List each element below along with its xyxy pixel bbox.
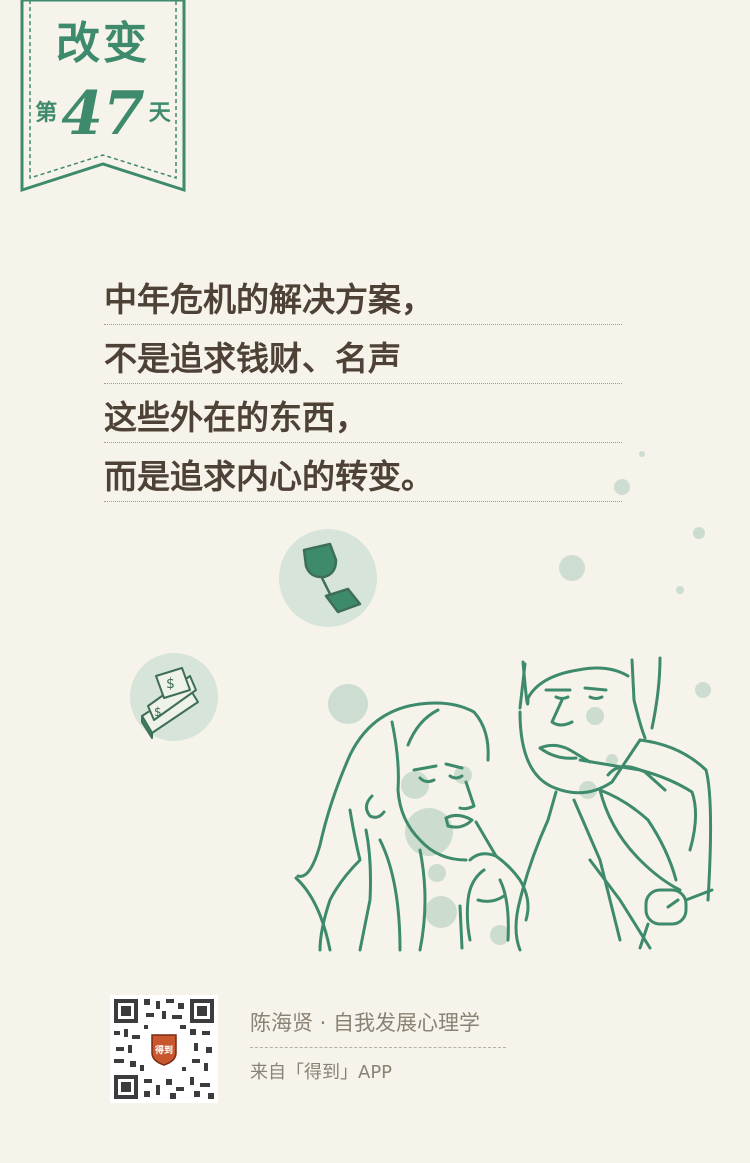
author-course: 陈海贤 · 自我发展心理学 <box>250 1011 481 1035</box>
qr-code[interactable]: 得到 <box>110 995 218 1103</box>
badge-day: 第47 天 <box>20 84 186 144</box>
illustration: $ $ <box>130 451 714 952</box>
day-suffix: 天 <box>148 101 171 126</box>
trophy-icon <box>302 542 362 614</box>
svg-text:$: $ <box>166 676 175 692</box>
quote-block: 中年危机的解决方案， 不是追求钱财、名声 这些外在的东西， 而是追求内心的转变。 <box>104 266 622 502</box>
svg-text:$: $ <box>154 705 162 719</box>
couple-line-art <box>294 656 714 952</box>
quote-line: 这些外在的东西， <box>104 384 622 443</box>
bubbles <box>328 451 711 945</box>
quote-line: 不是追求钱财、名声 <box>104 325 622 384</box>
trophy-bubble <box>279 529 377 627</box>
badge-title: 改变 <box>56 18 150 69</box>
footer-divider <box>250 1047 506 1048</box>
day-badge: 改变 第47 天 <box>20 0 186 196</box>
day-number: 47 <box>61 79 145 149</box>
day-prefix: 第 <box>35 101 58 126</box>
money-stack-icon: $ $ <box>141 667 199 739</box>
quote-line: 而是追求内心的转变。 <box>104 443 622 502</box>
source-label: 来自「得到」APP <box>250 1062 393 1083</box>
badge-frame <box>20 0 186 193</box>
quote-line: 中年危机的解决方案， <box>104 266 622 325</box>
qr-logo-icon <box>151 1034 177 1066</box>
money-bubble: $ $ <box>130 653 218 741</box>
qr-logo-text: 得到 <box>154 1044 173 1056</box>
